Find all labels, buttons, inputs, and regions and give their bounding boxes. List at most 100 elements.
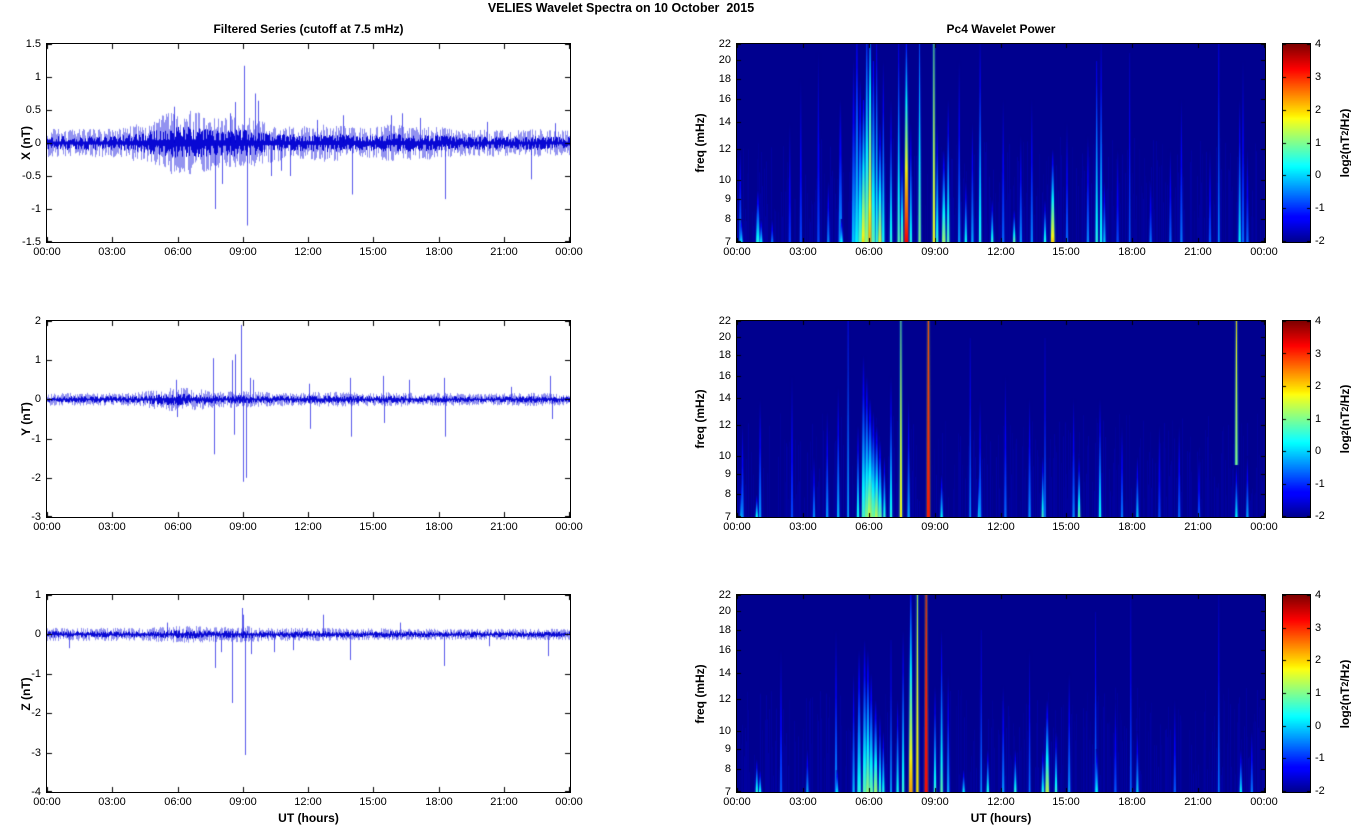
x-tick-label: 03:00: [98, 521, 126, 533]
filtered-series-title: Filtered Series (cutoff at 7.5 mHz): [213, 22, 404, 36]
y-tick-label: -1: [31, 203, 41, 215]
x-tick-label: 00:00: [1250, 521, 1278, 533]
x-tick-label: 12:00: [294, 246, 322, 258]
freq-axis-label: freq (mHz): [690, 619, 710, 769]
x-tick-label: 00:00: [723, 521, 751, 533]
x-tick-label: 15:00: [1052, 796, 1080, 808]
colorbar-label-pre: log: [1338, 435, 1351, 454]
timeseries-canvas-x: [47, 44, 570, 242]
colorbar-tick-label: 4: [1315, 315, 1322, 327]
x-tick-label: 00:00: [1250, 246, 1278, 258]
x-tick-label: 18:00: [425, 796, 453, 808]
x-tick-label: 15:00: [359, 796, 387, 808]
panel-timeseries-z: [46, 594, 571, 793]
freq-axis-label: freq (mHz): [690, 344, 710, 494]
colorbar-label-sub: 2: [1340, 430, 1350, 436]
colorbar-tick-label: 0: [1315, 720, 1322, 732]
y-tick-label: -1.5: [22, 236, 41, 248]
y-tick-label: 1.5: [25, 38, 41, 50]
freq-tick-label: 18: [718, 349, 731, 361]
freq-tick-label: 7: [724, 236, 731, 248]
colorbar-tick-label: 2: [1315, 654, 1322, 666]
x-tick-label: 03:00: [98, 796, 126, 808]
colorbar-tick-label: 0: [1315, 445, 1322, 457]
x-tick-label: 00:00: [33, 796, 61, 808]
freq-tick-label: 22: [718, 315, 731, 327]
y-tick-label: -3: [31, 511, 41, 523]
colorbar-label-sub: 2: [1340, 704, 1350, 710]
x-tick-label: 03:00: [789, 246, 817, 258]
x-tick-label: 18:00: [1118, 521, 1146, 533]
x-axis-label: UT (hours): [278, 811, 339, 825]
x-tick-label: 12:00: [987, 521, 1015, 533]
freq-axis-label: freq (mHz): [690, 68, 710, 218]
x-tick-label: 18:00: [425, 246, 453, 258]
y-axis-label-text: Z (nT): [19, 676, 33, 711]
x-tick-label: 00:00: [555, 246, 583, 258]
x-tick-label: 00:00: [33, 246, 61, 258]
freq-axis-label-text: freq (mHz): [693, 389, 707, 449]
colorbar-tick-label: 4: [1315, 589, 1322, 601]
y-tick-label: -4: [31, 786, 41, 798]
colorbar-tick-label: 3: [1315, 348, 1322, 360]
freq-axis-label-text: freq (mHz): [693, 663, 707, 724]
y-tick-label: 0: [34, 393, 41, 405]
colorbar-canvas: [1283, 44, 1310, 242]
colorbar-x: [1282, 43, 1311, 243]
colorbar-label-pre: log: [1338, 709, 1351, 728]
pc4-wavelet-power-title: Pc4 Wavelet Power: [946, 22, 1056, 36]
colorbar-axis-label: log 2 (nT 2/Hz): [1335, 344, 1351, 494]
x-tick-label: 12:00: [987, 246, 1015, 258]
freq-tick-label: 8: [724, 763, 731, 775]
y-tick-label: 1: [34, 354, 41, 366]
freq-tick-label: 12: [718, 143, 731, 155]
colorbar-canvas: [1283, 321, 1310, 517]
colorbar-y: [1282, 320, 1311, 518]
x-tick-label: 06:00: [164, 796, 192, 808]
freq-tick-label: 20: [718, 331, 731, 343]
x-tick-label: 00:00: [555, 796, 583, 808]
x-tick-label: 18:00: [1118, 246, 1146, 258]
freq-tick-label: 8: [724, 488, 731, 500]
colorbar-tick-label: 2: [1315, 380, 1322, 392]
x-tick-label: 03:00: [789, 796, 817, 808]
colorbar-label-mid: (nT: [1338, 411, 1351, 431]
freq-axis-label-text: freq (mHz): [693, 113, 707, 173]
panel-timeseries-y: [46, 320, 571, 518]
x-tick-label: 00:00: [555, 521, 583, 533]
x-tick-label: 21:00: [1184, 796, 1212, 808]
x-tick-label: 18:00: [425, 521, 453, 533]
x-tick-label: 00:00: [723, 246, 751, 258]
colorbar-label-mid: (nT: [1338, 686, 1351, 705]
colorbar-label-sup: 2: [1340, 681, 1350, 687]
freq-tick-label: 14: [718, 392, 731, 404]
timeseries-canvas-y: [47, 321, 570, 517]
freq-tick-label: 14: [718, 116, 731, 128]
y-tick-label: -3: [31, 747, 41, 759]
freq-tick-label: 9: [724, 743, 731, 755]
colorbar-label-sup: 2: [1340, 406, 1350, 412]
colorbar-tick-label: 3: [1315, 71, 1322, 83]
colorbar-axis-label: log 2 (nT 2/Hz): [1335, 619, 1351, 769]
freq-tick-label: 12: [718, 419, 731, 431]
y-axis-label-z: Z (nT): [16, 619, 36, 769]
y-tick-label: -1: [31, 433, 41, 445]
x-tick-label: 06:00: [164, 246, 192, 258]
y-tick-label: 0: [34, 137, 41, 149]
y-tick-label: 0: [34, 628, 41, 640]
freq-tick-label: 18: [718, 624, 731, 636]
x-tick-label: 06:00: [164, 521, 192, 533]
freq-tick-label: 12: [718, 693, 731, 705]
y-axis-label-x: X (nT): [16, 68, 36, 218]
x-tick-label: 21:00: [490, 521, 518, 533]
x-tick-label: 09:00: [921, 246, 949, 258]
y-tick-label: -2: [31, 707, 41, 719]
y-tick-label: 0.5: [25, 104, 41, 116]
freq-tick-label: 22: [718, 38, 731, 50]
freq-tick-label: 22: [718, 589, 731, 601]
x-tick-label: 15:00: [1052, 521, 1080, 533]
x-tick-label: 12:00: [294, 796, 322, 808]
freq-tick-label: 7: [724, 786, 731, 798]
x-tick-label: 21:00: [1184, 246, 1212, 258]
x-tick-label: 00:00: [33, 521, 61, 533]
